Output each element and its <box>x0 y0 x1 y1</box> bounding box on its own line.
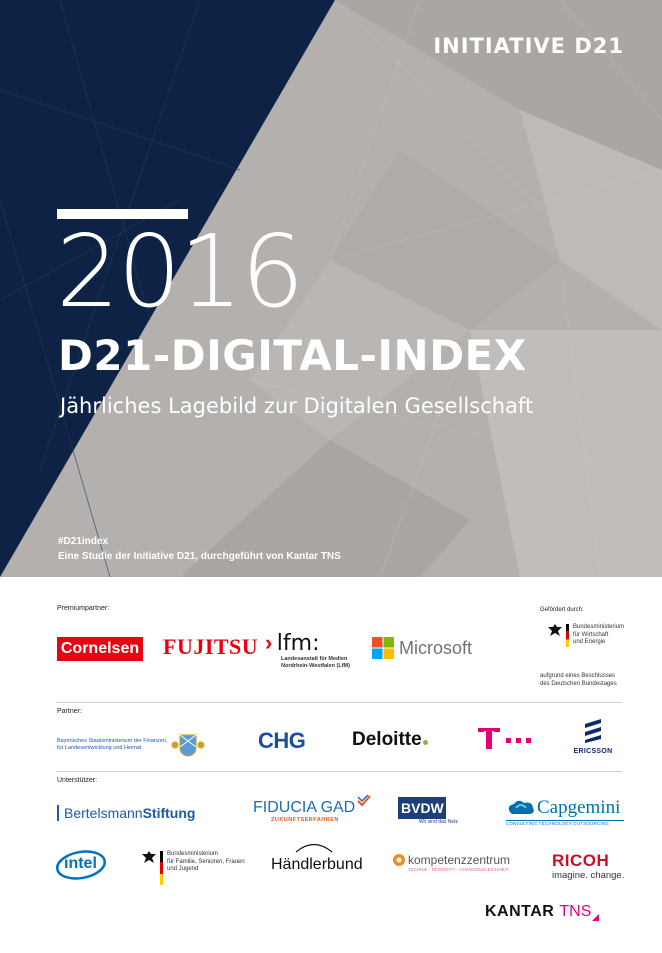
intel-swoosh-icon <box>56 850 106 880</box>
lfm-chevron-icon: › <box>265 630 273 655</box>
bertelsmann-stiftung-logo: BertelsmannStiftung <box>57 805 195 821</box>
intel-wordmark: intel <box>64 855 97 872</box>
cornelsen-logo: Cornelsen <box>57 637 143 661</box>
tns-wordmark: TNS <box>559 903 592 920</box>
title-accent-bar <box>57 209 188 219</box>
bmfsfj-logo: Bundesministerium für Familie, Senioren,… <box>142 851 245 885</box>
deloitte-wordmark: Deloitte <box>352 729 422 750</box>
ericsson-stripes-icon <box>585 719 601 743</box>
microsoft-windows-icon <box>372 637 394 659</box>
kantar-wordmark: KANTAR <box>485 903 555 920</box>
fiducia-check-icon <box>357 795 371 807</box>
ricoh-logo: RICOH imagine. change. <box>552 851 624 881</box>
premium-partner-label: Premiumpartner: <box>57 605 110 612</box>
hashtag: #D21index <box>58 536 109 547</box>
bvdw-logo: BVDW Wir sind das Netz <box>398 797 458 825</box>
bvdw-wordmark: BVDW <box>398 797 446 819</box>
deloitte-logo: Deloitte <box>352 729 428 751</box>
haendlerbund-logo: Händlerbund <box>271 840 363 874</box>
microsoft-wordmark: Microsoft <box>399 637 473 658</box>
lfm-logo: › lfm: Landesanstalt für Medien Nordrhei… <box>265 630 350 670</box>
stiftung-wordmark: Stiftung <box>142 805 196 821</box>
bmfsfj-line-1: Bundesministerium <box>167 851 219 857</box>
ricoh-tagline: imagine. change. <box>552 870 625 881</box>
bayern-line-2: für Landesentwicklung und Heimat <box>57 745 142 751</box>
bundestag-note-line-1: aufgrund eines Beschlusses <box>540 673 616 679</box>
bmfsfj-line-2: für Familie, Senioren, Frauen <box>167 858 245 865</box>
bmwi-line-2: für Wirtschaft <box>573 631 609 638</box>
ricoh-wordmark: RICOH <box>552 851 610 870</box>
bertelsmann-wordmark: Bertelsmann <box>64 805 143 821</box>
bmwi-line-3: und Energie <box>573 639 606 645</box>
report-title: D21-DIGITAL-INDEX <box>58 331 527 380</box>
initiative-d21-logo: INITIATIVE D21 <box>433 34 624 58</box>
cover-hero: INITIATIVE D21 2016 D21-DIGITAL-INDEX Jä… <box>0 0 662 577</box>
supporter-label: Unterstützer: <box>57 777 98 784</box>
kantar-tns-logo: KANTAR TNS <box>485 903 600 921</box>
bayern-ministry-logo: Bayerisches Staatsministerium der Finanz… <box>57 733 205 757</box>
bmwi-logo: Bundesministerium für Wirtschaft und Ene… <box>548 624 625 647</box>
lfm-wordmark: lfm: <box>276 631 320 656</box>
bmwi-line-1: Bundesministerium <box>573 624 625 630</box>
microsoft-logo: Microsoft <box>372 637 472 659</box>
eagle-icon <box>142 851 156 863</box>
bundestag-note-line-2: des Deutschen Bundestages <box>540 680 617 687</box>
cover-background <box>0 0 662 577</box>
telekom-logo <box>478 727 534 754</box>
intel-logo: intel <box>55 849 107 881</box>
deloitte-dot-icon <box>422 740 428 745</box>
bvdw-tagline: Wir sind das Netz <box>418 819 458 825</box>
study-note: Eine Studie der Initiative D21, durchgef… <box>58 551 341 562</box>
ericsson-logo: ERICSSON <box>568 719 618 755</box>
ericsson-wordmark: ERICSSON <box>573 748 613 755</box>
report-subtitle: Jährliches Lagebild zur Digitalen Gesell… <box>60 394 534 418</box>
fiducia-tagline: ZUKUNFTSERFAHREN <box>271 817 339 823</box>
kompetenz-wordmark: kompetenzzentrum <box>408 853 511 867</box>
funded-by-label: Gefördert durch: <box>540 607 584 613</box>
capgemini-spade-icon <box>508 800 534 814</box>
haendlerbund-arc-icon <box>295 843 333 853</box>
kantar-corner-icon <box>592 914 600 921</box>
kompetenz-circle-icon <box>393 854 405 866</box>
capgemini-tagline: CONSULTING.TECHNOLOGY.OUTSOURCING <box>506 820 624 826</box>
fiducia-gad-logo: FIDUCIA GAD ZUKUNFTSERFAHREN <box>253 795 371 823</box>
fiducia-wordmark: FIDUCIA GAD <box>253 799 356 816</box>
capgemini-logo: Capgemini CONSULTING.TECHNOLOGY.OUTSOURC… <box>506 797 624 826</box>
bayern-line-1: Bayerisches Staatsministerium der Finanz… <box>57 737 168 744</box>
kompetenz-tagline: TECHNIK · DIVERSITY · CHANCENGLEICHHEIT <box>408 867 509 872</box>
capgemini-wordmark: Capgemini <box>537 797 621 818</box>
divider-2 <box>56 771 622 772</box>
lfm-line-2: Nordrhein-Westfalen (LfM) <box>281 662 350 669</box>
fujitsu-logo: FUJITSU <box>163 634 259 659</box>
bavarian-coat-of-arms-icon <box>171 734 205 757</box>
chg-logo: CHG <box>258 728 306 753</box>
haendlerbund-wordmark: Händlerbund <box>271 856 363 873</box>
bmfsfj-line-3: und Jugend <box>167 866 199 872</box>
report-year: 2016 <box>56 213 304 330</box>
bundestag-note: aufgrund eines Beschlusses des Deutschen… <box>540 673 617 688</box>
kompetenzzentrum-logo: kompetenzzentrum TECHNIK · DIVERSITY · C… <box>392 853 510 872</box>
eagle-icon <box>548 624 562 636</box>
lfm-line-1: Landesanstalt für Medien <box>281 656 348 662</box>
divider-1 <box>56 702 622 703</box>
partner-label: Partner: <box>57 708 82 715</box>
telekom-t-icon <box>478 728 531 749</box>
